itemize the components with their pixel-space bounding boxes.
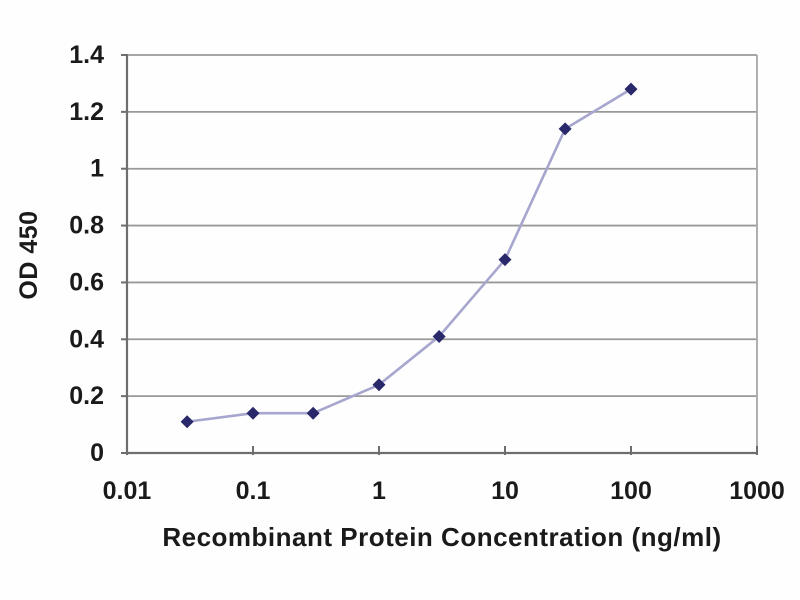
x-tick-label: 1000 bbox=[729, 477, 785, 505]
y-axis-title: OD 450 bbox=[15, 210, 43, 300]
y-tick-label: 0.2 bbox=[69, 382, 104, 410]
y-tick-label: 1 bbox=[90, 155, 104, 183]
series-line bbox=[186, 88, 632, 424]
y-tick-label: 1.2 bbox=[69, 98, 104, 126]
data-point-marker bbox=[624, 82, 638, 96]
x-tick-label: 0.01 bbox=[103, 477, 152, 505]
x-tick-label: 1 bbox=[372, 477, 386, 505]
x-tick-label: 10 bbox=[491, 477, 519, 505]
data-point-marker bbox=[306, 406, 320, 420]
data-point-marker bbox=[180, 415, 194, 429]
y-tick-label: 0.4 bbox=[69, 325, 104, 353]
y-tick-label: 0.6 bbox=[69, 268, 104, 296]
x-tick-label: 0.1 bbox=[236, 477, 271, 505]
x-tick-label: 100 bbox=[610, 477, 652, 505]
data-point-marker bbox=[372, 378, 386, 392]
data-point-marker bbox=[432, 329, 446, 343]
y-tick-label: 1.4 bbox=[69, 41, 104, 69]
data-point-marker bbox=[246, 406, 260, 420]
data-point-marker bbox=[558, 122, 572, 136]
y-tick-label: 0.8 bbox=[69, 212, 104, 240]
x-axis-title: Recombinant Protein Concentration (ng/ml… bbox=[162, 522, 722, 552]
data-point-marker bbox=[498, 253, 512, 267]
y-tick-label: 0 bbox=[90, 439, 104, 467]
